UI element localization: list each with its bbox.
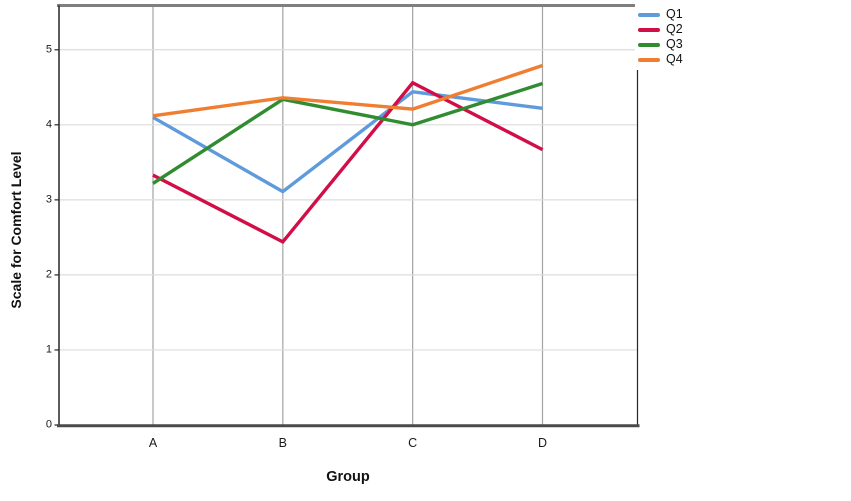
legend-item-q1: Q1 [638,7,683,22]
y-tick-label: 3 [45,193,52,206]
series-line-q4 [152,63,544,118]
y-tick-label: 0 [45,418,52,431]
legend-swatch-q4 [638,57,660,62]
series-line-q1 [152,90,543,194]
y-tick-label: 2 [45,268,52,281]
x-tick-label: B [278,436,287,450]
legend-item-q4: Q4 [638,52,683,67]
series-line-q3 [152,81,544,185]
x-tick-label: C [408,436,418,450]
y-tick-label: 4 [45,118,52,131]
legend-swatch-q2 [638,27,660,32]
legend-item-q2: Q2 [638,22,683,37]
y-axis-title: Scale for Comfort Level [8,151,24,309]
legend-label: Q4 [666,52,683,67]
legend-label: Q3 [666,37,683,52]
y-tick-label: 5 [45,43,52,56]
x-tick-label: D [537,436,547,450]
x-tick-label: A [148,436,158,450]
chart-legend: Q1 Q2 Q3 Q4 [635,4,687,70]
y-tick-label: 1 [45,343,52,356]
series-line-q2 [152,80,544,245]
legend-label: Q2 [666,22,683,37]
legend-item-q3: Q3 [638,37,683,52]
legend-swatch-q3 [638,42,660,47]
legend-label: Q1 [666,7,683,22]
legend-swatch-q1 [638,12,660,17]
x-axis-title: Group [326,469,370,485]
